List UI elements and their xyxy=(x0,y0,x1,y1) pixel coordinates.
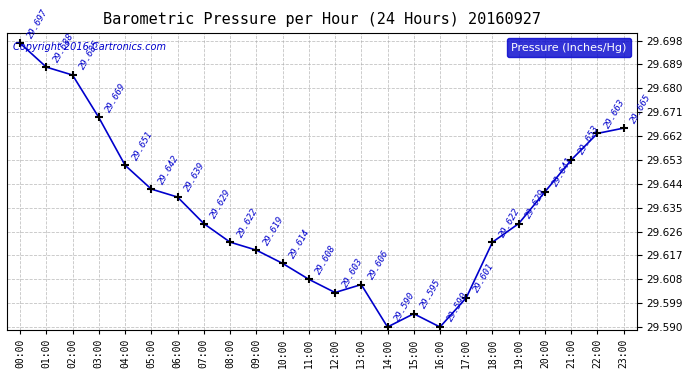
Text: 29.590: 29.590 xyxy=(446,291,469,324)
Text: 29.629: 29.629 xyxy=(209,188,233,220)
Text: 29.665: 29.665 xyxy=(629,92,653,124)
Text: 29.697: 29.697 xyxy=(26,7,50,40)
Text: 29.590: 29.590 xyxy=(393,291,417,324)
Text: 29.614: 29.614 xyxy=(288,227,312,260)
Text: 29.622: 29.622 xyxy=(498,206,522,238)
Text: 29.663: 29.663 xyxy=(603,98,627,130)
Text: 29.606: 29.606 xyxy=(367,249,391,281)
Text: 29.688: 29.688 xyxy=(52,31,76,63)
Text: 29.629: 29.629 xyxy=(524,188,548,220)
Title: Barometric Pressure per Hour (24 Hours) 20160927: Barometric Pressure per Hour (24 Hours) … xyxy=(103,12,541,27)
Text: 29.603: 29.603 xyxy=(341,256,364,289)
Text: 29.641: 29.641 xyxy=(551,156,575,188)
Legend: Pressure (Inches/Hg): Pressure (Inches/Hg) xyxy=(507,38,631,57)
Text: 29.619: 29.619 xyxy=(262,214,286,246)
Text: 29.639: 29.639 xyxy=(183,161,207,194)
Text: 29.653: 29.653 xyxy=(577,124,601,156)
Text: 29.642: 29.642 xyxy=(157,153,181,186)
Text: 29.669: 29.669 xyxy=(104,81,128,114)
Text: 29.601: 29.601 xyxy=(472,262,495,294)
Text: 29.685: 29.685 xyxy=(78,39,102,72)
Text: 29.651: 29.651 xyxy=(130,129,155,162)
Text: Copyright 2016 Cartronics.com: Copyright 2016 Cartronics.com xyxy=(13,42,166,51)
Text: 29.622: 29.622 xyxy=(235,206,259,238)
Text: 29.595: 29.595 xyxy=(420,278,443,310)
Text: 29.608: 29.608 xyxy=(315,243,338,276)
